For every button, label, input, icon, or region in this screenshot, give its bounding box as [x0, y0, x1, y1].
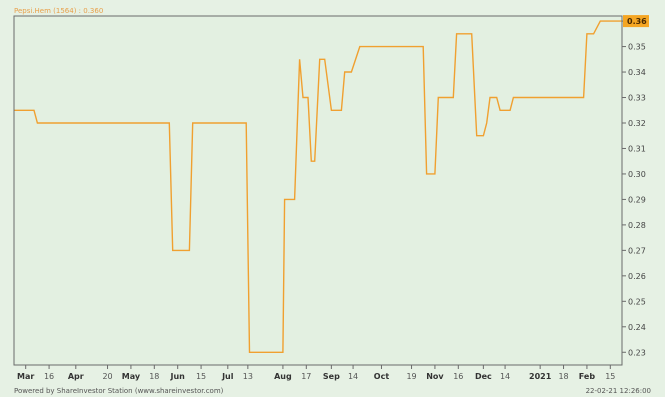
x-tick-label: Dec: [475, 372, 492, 381]
x-tick-label: 2021: [529, 372, 552, 381]
footer-source: Powered by ShareInvestor Station (www.sh…: [14, 387, 224, 395]
last-price-label: 0.36: [627, 17, 647, 26]
x-tick-label: Jul: [221, 372, 234, 381]
last-price-marker: 0.36: [623, 15, 649, 28]
x-tick-label: 16: [453, 372, 463, 381]
x-tick-label: Feb: [579, 372, 596, 381]
x-tick-label: 20: [102, 372, 112, 381]
x-tick-label: Mar: [17, 372, 34, 381]
legend-label: Pepsi.Hem (1564) : 0.360: [14, 7, 103, 15]
plot-frame: [13, 15, 623, 366]
y-axis: 0.23 0.24 0.25 0.26 0.27 0.28 0.29 0.30 0.31 0.32…: [622, 17, 646, 357]
y-tick-label: 0.31: [628, 144, 646, 153]
x-tick-label: 14: [500, 372, 510, 381]
x-tick-label: Apr: [68, 372, 84, 381]
x-tick-label: May: [122, 372, 141, 381]
y-tick-label: 0.30: [628, 170, 646, 179]
footer-timestamp: 22-02-21 12:26:00: [586, 387, 651, 395]
x-tick-label: Aug: [274, 372, 292, 381]
y-tick-label: 0.33: [628, 94, 646, 103]
y-tick-label: 0.24: [628, 323, 646, 332]
y-tick-label: 0.28: [628, 221, 646, 230]
x-tick-label: Sep: [323, 372, 340, 381]
y-tick-label: 0.35: [628, 43, 646, 52]
x-tick-label: Oct: [374, 372, 390, 381]
plot-area: [14, 16, 622, 365]
x-tick-label: 14: [348, 372, 358, 381]
x-tick-label: 18: [149, 372, 159, 381]
x-tick-label: 16: [44, 372, 54, 381]
y-tick-label: 0.34: [628, 68, 646, 77]
y-tick-label: 0.25: [628, 297, 646, 306]
y-tick-label: 0.29: [628, 195, 646, 204]
y-tick-label: 0.32: [628, 119, 646, 128]
x-axis: Mar 16 Apr 20 May 18 Jun 15 Jul 13 Aug 17 Sep 14 Oct 19…: [17, 365, 615, 381]
x-tick-label: 15: [605, 372, 615, 381]
x-tick-label: 15: [196, 372, 206, 381]
y-tick-label: 0.23: [628, 348, 646, 357]
x-tick-label: 17: [301, 372, 311, 381]
last-price-box: [623, 15, 649, 28]
x-tick-label: Nov: [426, 372, 444, 381]
price-series-line: [14, 20, 622, 353]
x-tick-label: 19: [406, 372, 416, 381]
y-tick-label: 0.26: [628, 272, 646, 281]
x-tick-label: 13: [243, 372, 253, 381]
x-tick-label: Jun: [170, 372, 186, 381]
x-tick-label: 18: [558, 372, 568, 381]
y-tick-label: 0.27: [628, 246, 646, 255]
